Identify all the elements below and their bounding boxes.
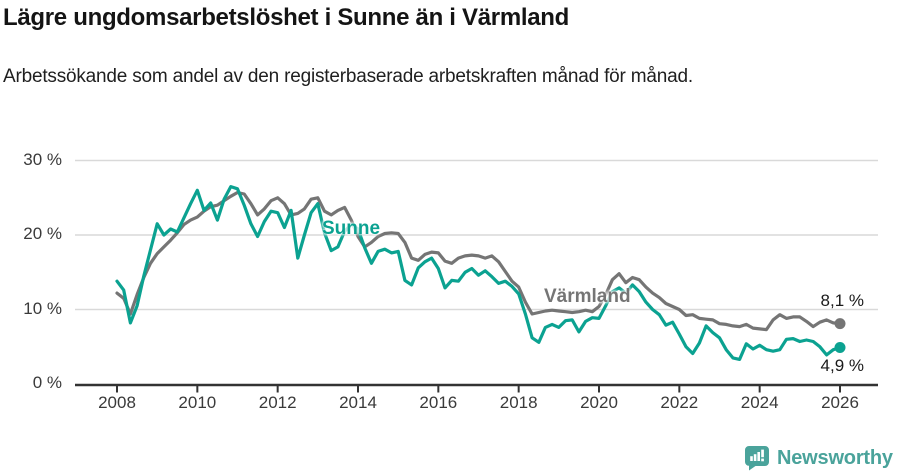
x-tick-label: 2022 bbox=[660, 393, 699, 412]
exclamation-stem bbox=[761, 449, 764, 458]
series-label-varmland: Värmland bbox=[544, 286, 631, 307]
y-tick-label: 10 % bbox=[23, 298, 62, 318]
y-tick-label: 20 % bbox=[23, 224, 62, 243]
y-tick-label: 0 % bbox=[32, 373, 62, 392]
y-tick-label: 30 % bbox=[23, 149, 62, 169]
newsworthy-logo[interactable]: Newsworthy bbox=[744, 445, 893, 471]
exclamation-dot bbox=[761, 458, 764, 462]
newsworthy-wordmark: Newsworthy bbox=[777, 446, 893, 469]
x-tick-label: 2012 bbox=[258, 393, 297, 412]
end-dot-sunne bbox=[834, 341, 846, 353]
x-tick-label: 2010 bbox=[178, 393, 217, 412]
chart-title: Lägre ungdomsarbetslöshet i Sunne än i V… bbox=[3, 4, 570, 31]
x-axis-ticks bbox=[116, 385, 842, 393]
x-tick-label: 2016 bbox=[419, 393, 458, 412]
x-tick-label: 2018 bbox=[499, 393, 538, 412]
end-value-label-varmland: 8,1 % bbox=[820, 291, 864, 310]
x-tick-label: 2014 bbox=[339, 393, 377, 412]
speech-bubble-shape bbox=[745, 446, 769, 471]
series-lines bbox=[115, 185, 842, 361]
chart-subtitle: Arbetssökande som andel av den registerb… bbox=[3, 66, 693, 87]
bar-2 bbox=[753, 454, 757, 461]
x-tick-label: 2026 bbox=[821, 393, 859, 412]
newsworthy-icon bbox=[745, 446, 769, 471]
x-tick-label: 2020 bbox=[580, 393, 618, 412]
end-value-label-sunne: 4,9 % bbox=[820, 356, 864, 375]
bar-3 bbox=[757, 452, 760, 461]
bar-1 bbox=[750, 456, 753, 461]
x-tick-label: 2008 bbox=[98, 393, 136, 412]
x-tick-label: 2024 bbox=[740, 393, 779, 412]
series-label-sunne: Sunne bbox=[322, 218, 381, 239]
gridlines bbox=[75, 159, 878, 311]
series-line-sunne bbox=[115, 185, 842, 361]
series-end-dots bbox=[834, 318, 846, 353]
end-dot-värmland bbox=[834, 318, 846, 330]
